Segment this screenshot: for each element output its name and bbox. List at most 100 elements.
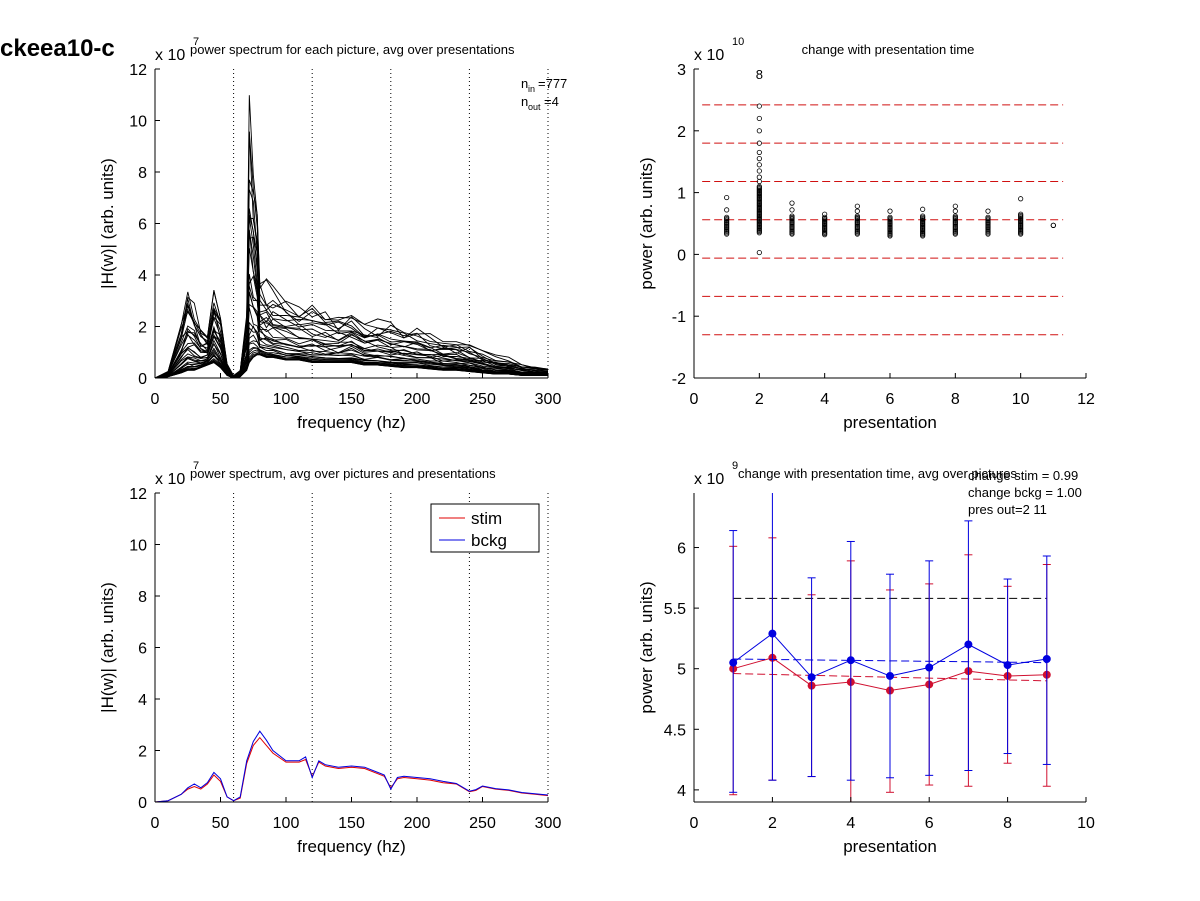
outlier-point	[756, 103, 762, 109]
x-tick-label: 6	[925, 815, 934, 832]
outlier-point	[756, 140, 762, 146]
axis-exponent-base: x 10	[155, 471, 185, 488]
spectrum-trace	[154, 95, 549, 379]
outlier-point	[724, 194, 730, 201]
outlier-point	[724, 207, 730, 213]
y-tick-label: 0	[138, 371, 147, 388]
y-axis-label: power (arb. units)	[637, 581, 656, 713]
data-point	[1018, 211, 1024, 217]
x-tick-label: 150	[338, 391, 365, 408]
x-tick-label: 50	[212, 815, 230, 832]
legend-label-stim: stim	[471, 509, 502, 528]
axis-exponent-power: 7	[193, 460, 199, 472]
outlier-point	[756, 156, 762, 162]
x-tick-label: 200	[404, 391, 431, 408]
axis-exponent-base: x 10	[694, 47, 724, 64]
y-tick-label: 0	[138, 795, 147, 812]
series-marker-bckg	[1003, 661, 1012, 670]
y-tick-label: 4.5	[664, 722, 686, 739]
x-tick-label: 200	[404, 815, 431, 832]
stat-annotation: change bckg = 1.00	[968, 485, 1082, 500]
annotation-n-in-subscript: in	[528, 84, 535, 94]
data-point	[724, 214, 730, 220]
series-marker-bckg	[729, 658, 738, 667]
x-tick-label: 0	[151, 391, 160, 408]
panel-title: change with presentation time	[802, 42, 975, 57]
outlier-point	[756, 162, 762, 168]
outlier-point	[854, 203, 860, 209]
point-count-label: 8	[756, 67, 763, 82]
y-tick-label: 12	[129, 486, 147, 503]
axis-exponent-power: 7	[193, 36, 199, 48]
y-axis-label: |H(w)| (arb. units)	[98, 158, 117, 289]
data-point	[822, 214, 828, 220]
spectrum-trace	[154, 321, 548, 379]
y-tick-label: 2	[138, 744, 147, 761]
legend-box	[430, 503, 540, 553]
annotation-n-out-value: =4	[544, 94, 559, 109]
legend-label-bckg: bckg	[471, 531, 507, 550]
x-axis-label: presentation	[843, 413, 937, 432]
axis-exponent-power: 10	[732, 36, 744, 48]
y-tick-label: 10	[129, 114, 147, 131]
data-point	[854, 213, 860, 219]
outlier-point	[1018, 196, 1024, 202]
panel-spectrum-average: 0 50 100 150 200 250 300 0 2 4 6 8 10 12 frequency (hz…	[98, 460, 561, 856]
outlier-point	[822, 211, 828, 217]
y-axis-label: |H(w)| (arb. units)	[98, 582, 117, 713]
y-tick-label: 2	[677, 124, 686, 141]
y-tick-label: 4	[138, 268, 147, 285]
x-axis-label: frequency (hz)	[297, 837, 406, 856]
figure-id-label: ckeea10-c	[0, 35, 115, 62]
outlier-point	[756, 128, 762, 134]
x-tick-label: 250	[469, 391, 496, 408]
data-point	[789, 213, 795, 219]
x-tick-label: 100	[273, 815, 300, 832]
series-marker-bckg	[886, 671, 894, 680]
y-tick-label: 6	[138, 641, 147, 658]
x-axis-label: presentation	[843, 837, 937, 856]
outlier-point	[985, 208, 991, 214]
series-line-bckg	[154, 730, 549, 803]
outlier-point	[952, 208, 958, 214]
stat-annotation: pres out=2 11	[968, 502, 1047, 517]
annotation-n-in-symbol: n	[521, 76, 528, 91]
x-tick-label: 300	[535, 815, 562, 832]
spectrum-trace	[154, 346, 549, 379]
y-tick-label: 0	[677, 247, 686, 264]
x-tick-label: 4	[846, 815, 855, 832]
series-marker-bckg	[925, 663, 934, 672]
spectrum-trace	[154, 274, 549, 379]
x-tick-label: 2	[768, 815, 777, 832]
spectrum-trace	[154, 131, 549, 379]
data-point	[920, 213, 926, 219]
annotation-n-in-value: =777	[538, 76, 567, 91]
y-tick-label: 2	[138, 320, 147, 337]
y-tick-label: 4	[677, 783, 686, 800]
x-tick-label: 250	[469, 815, 496, 832]
spectrum-trace	[154, 131, 549, 379]
axis-exponent-base: x 10	[155, 47, 185, 64]
data-point	[887, 214, 893, 220]
x-tick-label: 100	[273, 391, 300, 408]
y-tick-label: 8	[138, 165, 147, 182]
y-tick-label: -1	[672, 309, 686, 326]
outlier-point	[920, 206, 926, 212]
y-tick-label: 8	[138, 589, 147, 606]
y-axis-label: power (arb. units)	[637, 157, 656, 289]
outlier-point	[756, 178, 762, 185]
x-tick-label: 4	[820, 391, 829, 408]
outlier-point	[789, 200, 795, 206]
x-tick-label: 6	[886, 391, 895, 408]
y-tick-label: 5.5	[664, 601, 686, 618]
x-tick-label: 8	[1003, 815, 1012, 832]
annotation-n-out-subscript: out	[528, 102, 541, 112]
outlier-point	[887, 208, 893, 214]
outlier-point	[854, 208, 860, 214]
series-marker-bckg	[807, 673, 816, 682]
axis-exponent-base: x 10	[694, 471, 724, 488]
x-tick-label: 10	[1077, 815, 1095, 832]
outlier-point	[756, 249, 762, 256]
y-tick-label: -2	[672, 371, 686, 388]
